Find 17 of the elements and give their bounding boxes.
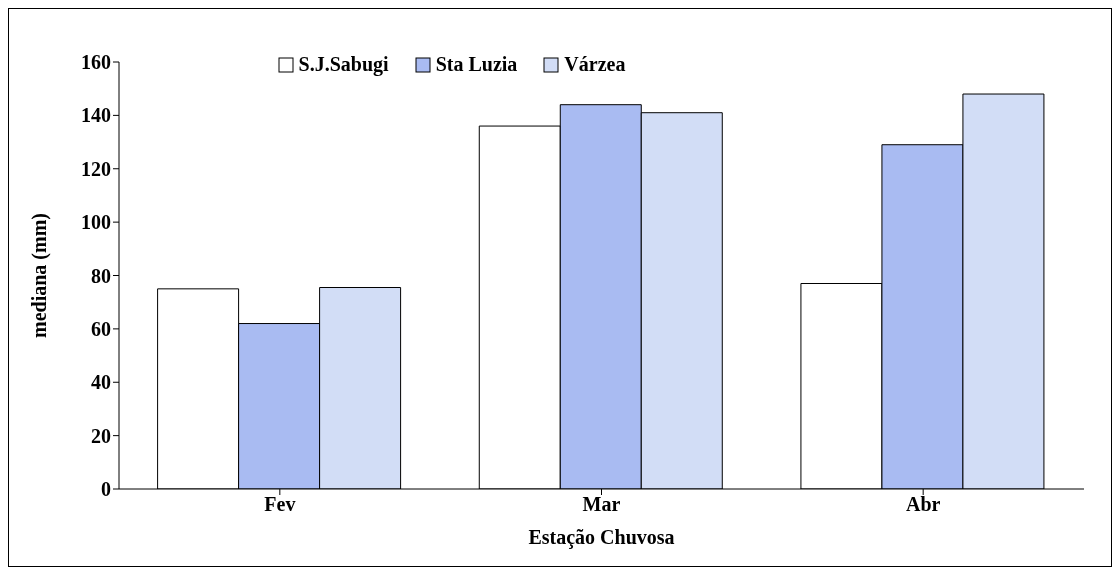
y-tick-label: 100 [81, 211, 111, 234]
y-tick-label: 40 [91, 371, 111, 394]
legend-label: Sta Luzia [434, 53, 518, 76]
x-axis-title: Estação Chuvosa [528, 526, 675, 549]
y-tick-label: 80 [91, 264, 111, 287]
y-axis-title: mediana (mm) [28, 213, 52, 338]
y-tick-label: 120 [81, 157, 111, 180]
y-tick-label: 0 [101, 478, 111, 501]
x-tick-label: Abr [905, 493, 941, 516]
y-tick-label: 140 [81, 104, 111, 127]
y-tick-label: 160 [81, 51, 111, 74]
y-tick-label: 60 [91, 317, 111, 340]
x-tick-label: Fev [264, 493, 296, 516]
x-tick-label: Mar [582, 493, 621, 516]
legend-label: Várzea [563, 53, 626, 76]
legend-label: S.J.Sabugi [297, 53, 389, 76]
y-tick-label: 20 [91, 424, 111, 447]
